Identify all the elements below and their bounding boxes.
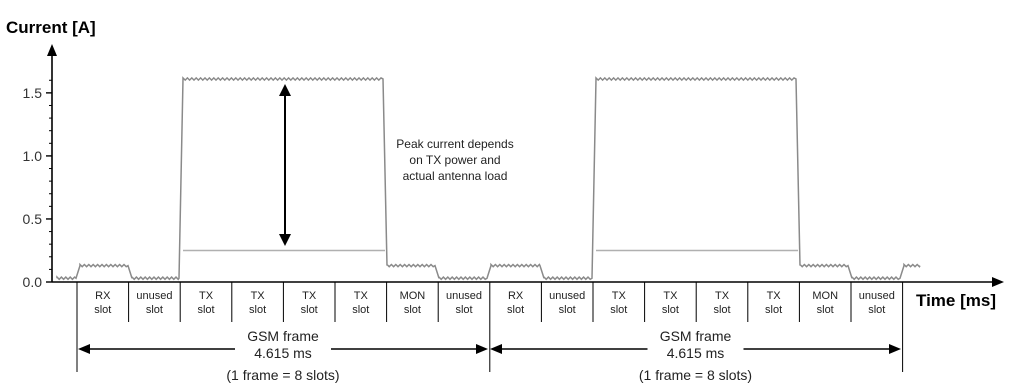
slot-label: slot	[610, 304, 627, 316]
y-tick-label: 1.0	[23, 148, 43, 164]
frame-arrow-head	[476, 344, 488, 354]
slot-label: TX	[715, 290, 730, 302]
frame-duration: 4.615 ms	[254, 345, 312, 361]
slot-label: slot	[817, 304, 834, 316]
y-axis-title: Current [A]	[6, 18, 96, 37]
y-tick-label: 1.5	[23, 85, 43, 101]
slot-label: unused	[136, 290, 172, 302]
frame-arrow-head	[490, 344, 502, 354]
slot-label: TX	[251, 290, 266, 302]
frame-arrow-head	[78, 344, 90, 354]
frame-title: GSM frame	[660, 328, 732, 344]
slot-label: TX	[767, 290, 782, 302]
slot-label: slot	[868, 304, 885, 316]
slot-label: slot	[507, 304, 524, 316]
axes: Current [A] Time [ms] 0.0 0.5 1.0 1.5	[6, 18, 1004, 310]
annotation-line: on TX power and	[409, 153, 500, 167]
slot-label: slot	[404, 304, 421, 316]
slot-label: RX	[508, 290, 524, 302]
y-tick-label: 0.0	[23, 274, 43, 290]
current-trace-max	[56, 76, 921, 281]
frame-label-bg	[647, 339, 744, 356]
slot-label: RX	[95, 290, 111, 302]
annotation: Peak current depends on TX power and actua…	[279, 84, 514, 246]
slot-label: slot	[765, 304, 782, 316]
annotation-line: Peak current depends	[396, 137, 513, 151]
annotation-line: actual antenna load	[403, 169, 508, 183]
slot-label: MON	[400, 290, 426, 302]
traces	[56, 76, 921, 281]
slot-label: slot	[197, 304, 214, 316]
slot-label: slot	[301, 304, 318, 316]
slot-label: TX	[354, 290, 369, 302]
frame-duration: 4.615 ms	[667, 345, 725, 361]
peak-arrow-head	[279, 84, 291, 96]
slot-label: MON	[812, 290, 838, 302]
y-axis-arrow	[47, 44, 57, 56]
frame-title: GSM frame	[247, 328, 319, 344]
slot-label: slot	[352, 304, 369, 316]
x-axis-title: Time [ms]	[916, 291, 996, 310]
slot-label: slot	[713, 304, 730, 316]
slot-label: unused	[446, 290, 482, 302]
slot-table: RX slot unused slot TX slot TX slot TX slot TX slot…	[76, 282, 904, 372]
slot-label: TX	[663, 290, 678, 302]
slot-label: unused	[549, 290, 585, 302]
slot-label: slot	[94, 304, 111, 316]
slot-label: slot	[249, 304, 266, 316]
frame-arrow-head	[889, 344, 901, 354]
slot-label: TX	[612, 290, 627, 302]
frame-note: (1 frame = 8 slots)	[639, 367, 752, 383]
slot-label: slot	[662, 304, 679, 316]
slot-label: TX	[302, 290, 317, 302]
frame-note: (1 frame = 8 slots)	[226, 367, 339, 383]
frame-label-bg	[235, 339, 331, 356]
x-axis-arrow	[992, 277, 1004, 287]
y-tick-label: 0.5	[23, 211, 43, 227]
slot-label: slot	[146, 304, 163, 316]
peak-arrow-head	[279, 234, 291, 246]
slot-label: TX	[199, 290, 214, 302]
slot-label: slot	[559, 304, 576, 316]
slot-label: slot	[455, 304, 472, 316]
slot-label: unused	[859, 290, 895, 302]
